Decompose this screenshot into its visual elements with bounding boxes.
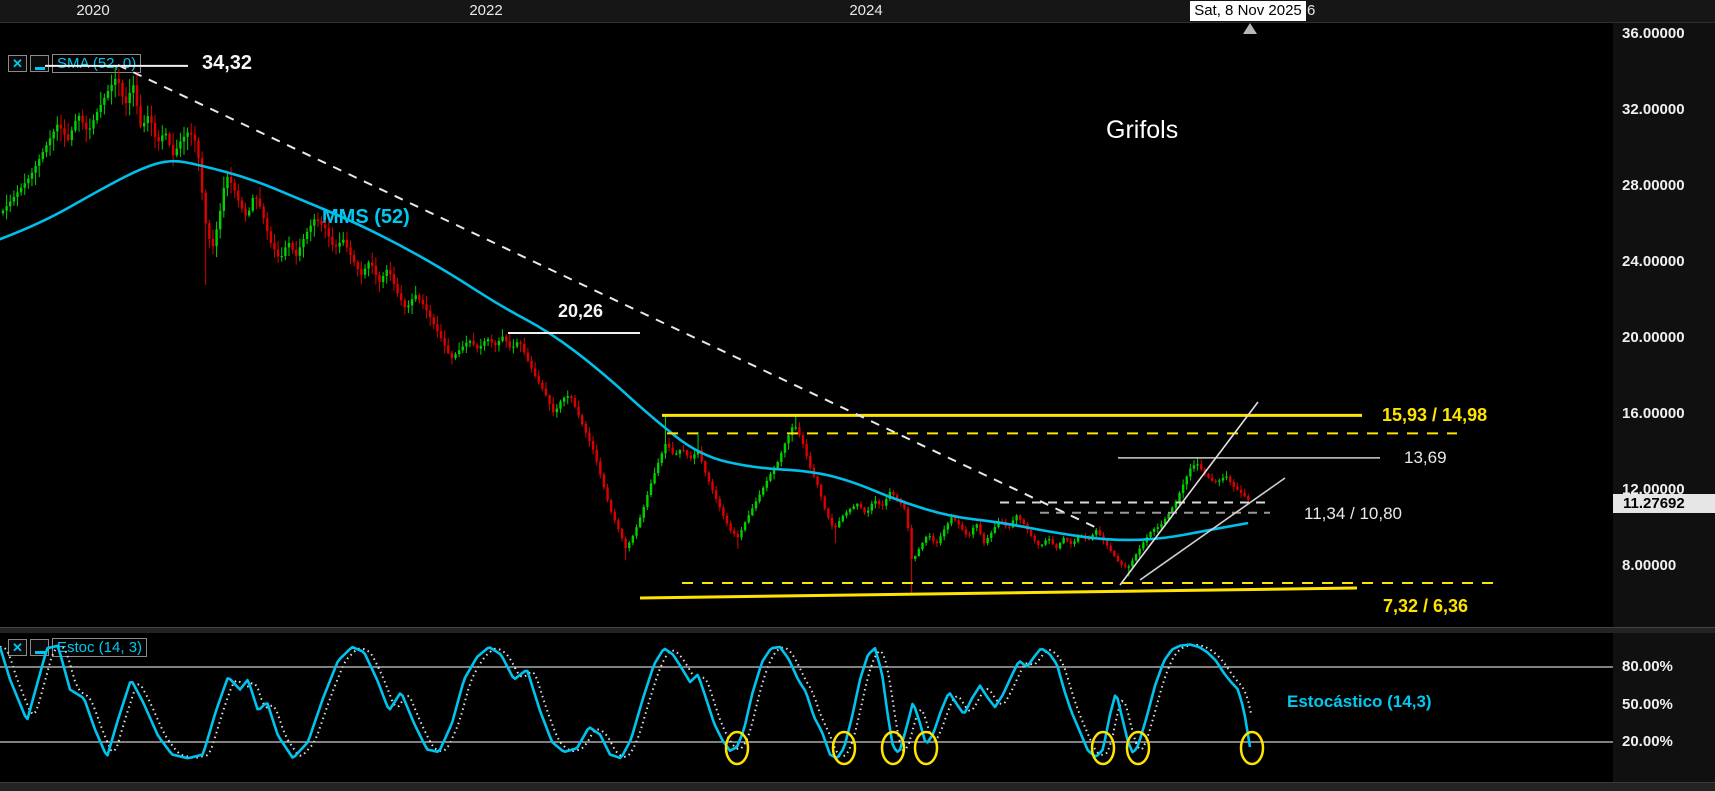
year-label: 2024 <box>849 2 883 19</box>
yellow-bottom-solid <box>639 586 1358 600</box>
stoch-tick-label: 20.00% <box>1622 733 1673 750</box>
stoch-k-line <box>0 643 1252 760</box>
last-candle-marker-icon <box>1243 23 1257 34</box>
close-icon: ✕ <box>12 640 23 655</box>
symbol-title: Grifols <box>1106 116 1179 144</box>
stoch-close-button[interactable]: ✕ <box>8 639 27 656</box>
sma-minimize-button[interactable] <box>30 55 49 72</box>
signal-circle <box>913 730 939 766</box>
crosshair-date-tooltip: Sat, 8 Nov 2025 <box>1190 1 1306 21</box>
stoch-tick-label: 50.00% <box>1622 695 1673 713</box>
yellow-resistance-label: 15,93 / 14,98 <box>1382 405 1488 425</box>
stochastic-label: Estocástico (14,3) <box>1287 692 1432 711</box>
price-tick-label: 28.00000 <box>1622 177 1685 194</box>
downtrend-dashed <box>117 64 1098 529</box>
close-icon: ✕ <box>12 56 23 71</box>
panel-divider[interactable] <box>0 627 1715 633</box>
price-tick-label: 32.00000 <box>1622 101 1685 118</box>
sma-indicator-chip[interactable]: SMA (52, 0) <box>52 54 142 73</box>
year-label: 2020 <box>76 2 110 19</box>
moving-average-label: MMS (52) <box>322 206 410 228</box>
current-price-badge: 11.27692 <box>1613 494 1715 513</box>
time-axis[interactable]: 6 Sat, 8 Nov 2025 2020 2022 2024 <box>0 0 1715 23</box>
year-label: 2022 <box>469 2 503 19</box>
resistance-20-label: 20,26 <box>558 301 604 321</box>
signal-circle <box>1090 730 1116 766</box>
price-tick-label: 24.00000 <box>1622 253 1685 270</box>
signal-circle <box>724 730 750 766</box>
resistance-34-label: 34,32 <box>202 52 253 74</box>
signal-circle <box>1239 730 1265 766</box>
annotation-lines <box>45 64 1493 600</box>
stoch-indicator-toolbar: ✕ Estoc (14, 3) <box>8 638 148 657</box>
level-1369-label: 13,69 <box>1404 448 1447 467</box>
sma-line <box>0 159 1249 542</box>
price-axis[interactable] <box>1613 22 1715 791</box>
sma-close-button[interactable]: ✕ <box>8 55 27 72</box>
partial-year-label: 6 <box>1307 2 1316 19</box>
price-tick-label: 36.00000 <box>1622 25 1685 42</box>
level-1134-label: 11,34 / 10,80 <box>1304 504 1402 523</box>
uptrend-shallow <box>1139 477 1286 581</box>
candles <box>1 65 1250 596</box>
sma-indicator-toolbar: ✕ SMA (52, 0) <box>8 54 142 73</box>
price-tick-label: 8.00000 <box>1622 557 1677 574</box>
signal-circle <box>880 730 906 766</box>
yellow-support-label: 7,32 / 6,36 <box>1383 596 1469 616</box>
stoch-d-line <box>0 643 1252 759</box>
price-tick-label: 16.00000 <box>1622 405 1685 422</box>
price-tick-label: 12.00000 <box>1622 481 1685 498</box>
stoch-tick-label: 80.00% <box>1622 658 1673 675</box>
signal-circle <box>831 730 857 766</box>
stoch-minimize-button[interactable] <box>30 639 49 656</box>
stoch-indicator-chip[interactable]: Estoc (14, 3) <box>52 638 148 657</box>
signal-circle <box>1125 730 1151 766</box>
minimize-icon <box>34 66 45 70</box>
minimize-icon <box>34 650 45 654</box>
price-tick-label: 20.00000 <box>1622 329 1685 346</box>
uptrend-steep <box>1119 401 1259 586</box>
bottom-divider <box>0 782 1715 791</box>
